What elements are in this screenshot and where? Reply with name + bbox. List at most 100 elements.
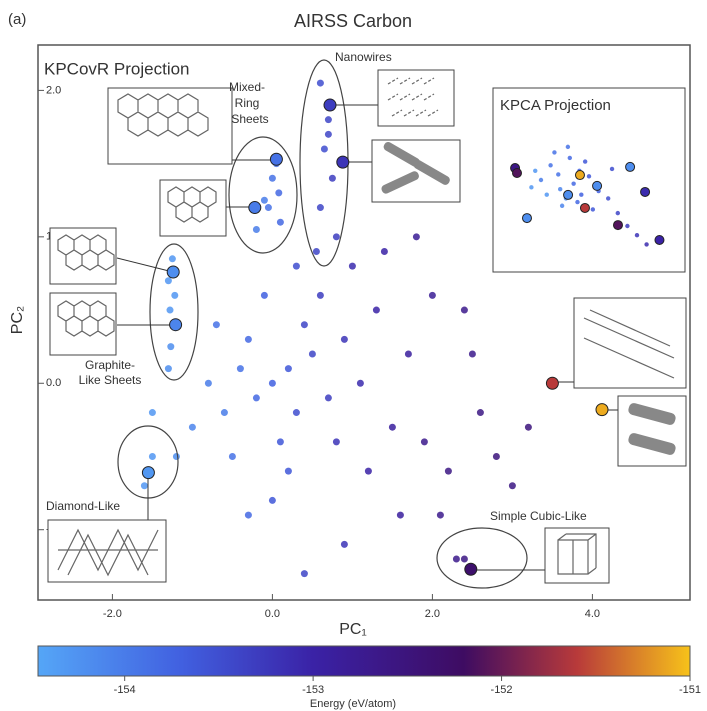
scatter-point (539, 178, 543, 182)
scatter-point (285, 365, 292, 372)
scatter-point (568, 156, 572, 160)
annotation: Like Sheets (79, 373, 142, 387)
scatter-point (397, 512, 404, 519)
scatter-point (477, 409, 484, 416)
scatter-point (253, 226, 260, 233)
scatter-point (317, 80, 324, 87)
scatter-point (579, 193, 583, 197)
chart-title: AIRSS Carbon (294, 11, 412, 31)
highlight-point (167, 266, 179, 278)
scatter-point (533, 169, 537, 173)
scatter-point (429, 292, 436, 299)
scatter-point (349, 263, 356, 270)
x-tick-label: -2.0 (103, 608, 122, 620)
scatter-point (293, 263, 300, 270)
figure: (a) AIRSS Carbon KPCovR Projection PC₁ P… (0, 0, 707, 711)
scatter-point (453, 555, 460, 562)
scatter-point (616, 211, 620, 215)
scatter-point (461, 555, 468, 562)
scatter-point (325, 394, 332, 401)
scatter-point (610, 167, 614, 171)
x-tick-label: 4.0 (585, 608, 600, 620)
annotation: Nanowires (335, 50, 392, 64)
structure-mixed-ring (108, 88, 232, 164)
scatter-point (405, 350, 412, 357)
scatter-point (309, 350, 316, 357)
scatter-point (341, 541, 348, 548)
scatter-point (149, 409, 156, 416)
highlight-point (613, 221, 622, 230)
colorbar-tick-label: -152 (491, 684, 513, 696)
scatter-point (301, 321, 308, 328)
x-tick-label: 0.0 (265, 608, 280, 620)
highlight-point (522, 214, 531, 223)
scatter-point (221, 409, 228, 416)
scatter-point (285, 468, 292, 475)
y-tick-label: 2.0 (46, 84, 61, 96)
inset-title: KPCA Projection (500, 97, 611, 114)
scatter-point (437, 512, 444, 519)
annotation: Ring (235, 96, 260, 110)
scatter-point (552, 150, 556, 154)
scatter-point (625, 224, 629, 228)
scatter-point (329, 175, 336, 182)
scatter-point (587, 174, 591, 178)
highlight-point (324, 99, 336, 111)
scatter-point (269, 380, 276, 387)
structure-simple-cubic (545, 528, 609, 583)
colorbar-tick-label: -154 (114, 684, 136, 696)
scatter-point (275, 189, 282, 196)
scatter-point (149, 453, 156, 460)
scatter-point (167, 343, 174, 350)
scatter-point (173, 453, 180, 460)
scatter-point (381, 248, 388, 255)
scatter-point (529, 185, 533, 189)
highlight-point (513, 169, 522, 178)
x-axis-label: PC₁ (339, 621, 367, 638)
highlight-point (546, 377, 558, 389)
scatter-point (269, 497, 276, 504)
scatter-point (413, 233, 420, 240)
scatter-point (445, 468, 452, 475)
highlight-point (564, 190, 573, 199)
scatter-point (469, 350, 476, 357)
scatter-point (357, 380, 364, 387)
highlight-point (249, 202, 261, 214)
structure-nanowire-2 (372, 140, 460, 202)
scatter-point (265, 204, 272, 211)
projection-label: KPCovR Projection (44, 59, 190, 78)
annotation: Sheets (231, 112, 268, 126)
colorbar-tick-label: -151 (679, 684, 701, 696)
scatter-point (341, 336, 348, 343)
highlight-point (575, 171, 584, 180)
scatter-point (165, 277, 172, 284)
scatter-point (566, 145, 570, 149)
highlight-point (170, 319, 182, 331)
scatter-point (325, 131, 332, 138)
highlight-point (337, 156, 349, 168)
highlight-point (641, 187, 650, 196)
scatter-point (245, 512, 252, 519)
scatter-point (556, 172, 560, 176)
scatter-point (261, 292, 268, 299)
structure-diamond (48, 520, 166, 582)
cluster-outline (150, 244, 198, 380)
scatter-point (591, 207, 595, 211)
scatter-point (189, 424, 196, 431)
scatter-point (277, 438, 284, 445)
annotation: Graphite- (85, 358, 135, 372)
scatter-point (365, 468, 372, 475)
scatter-point (525, 424, 532, 431)
scatter-point (333, 233, 340, 240)
highlight-point (465, 563, 477, 575)
scatter-point (213, 321, 220, 328)
scatter-point (293, 409, 300, 416)
highlight-point (270, 153, 282, 165)
scatter-point (389, 424, 396, 431)
callout-line (117, 258, 173, 272)
inset-frame (493, 88, 685, 272)
scatter-point (301, 570, 308, 577)
highlight-point (596, 404, 608, 416)
highlight-point (142, 467, 154, 479)
panel-label: (a) (8, 11, 26, 28)
